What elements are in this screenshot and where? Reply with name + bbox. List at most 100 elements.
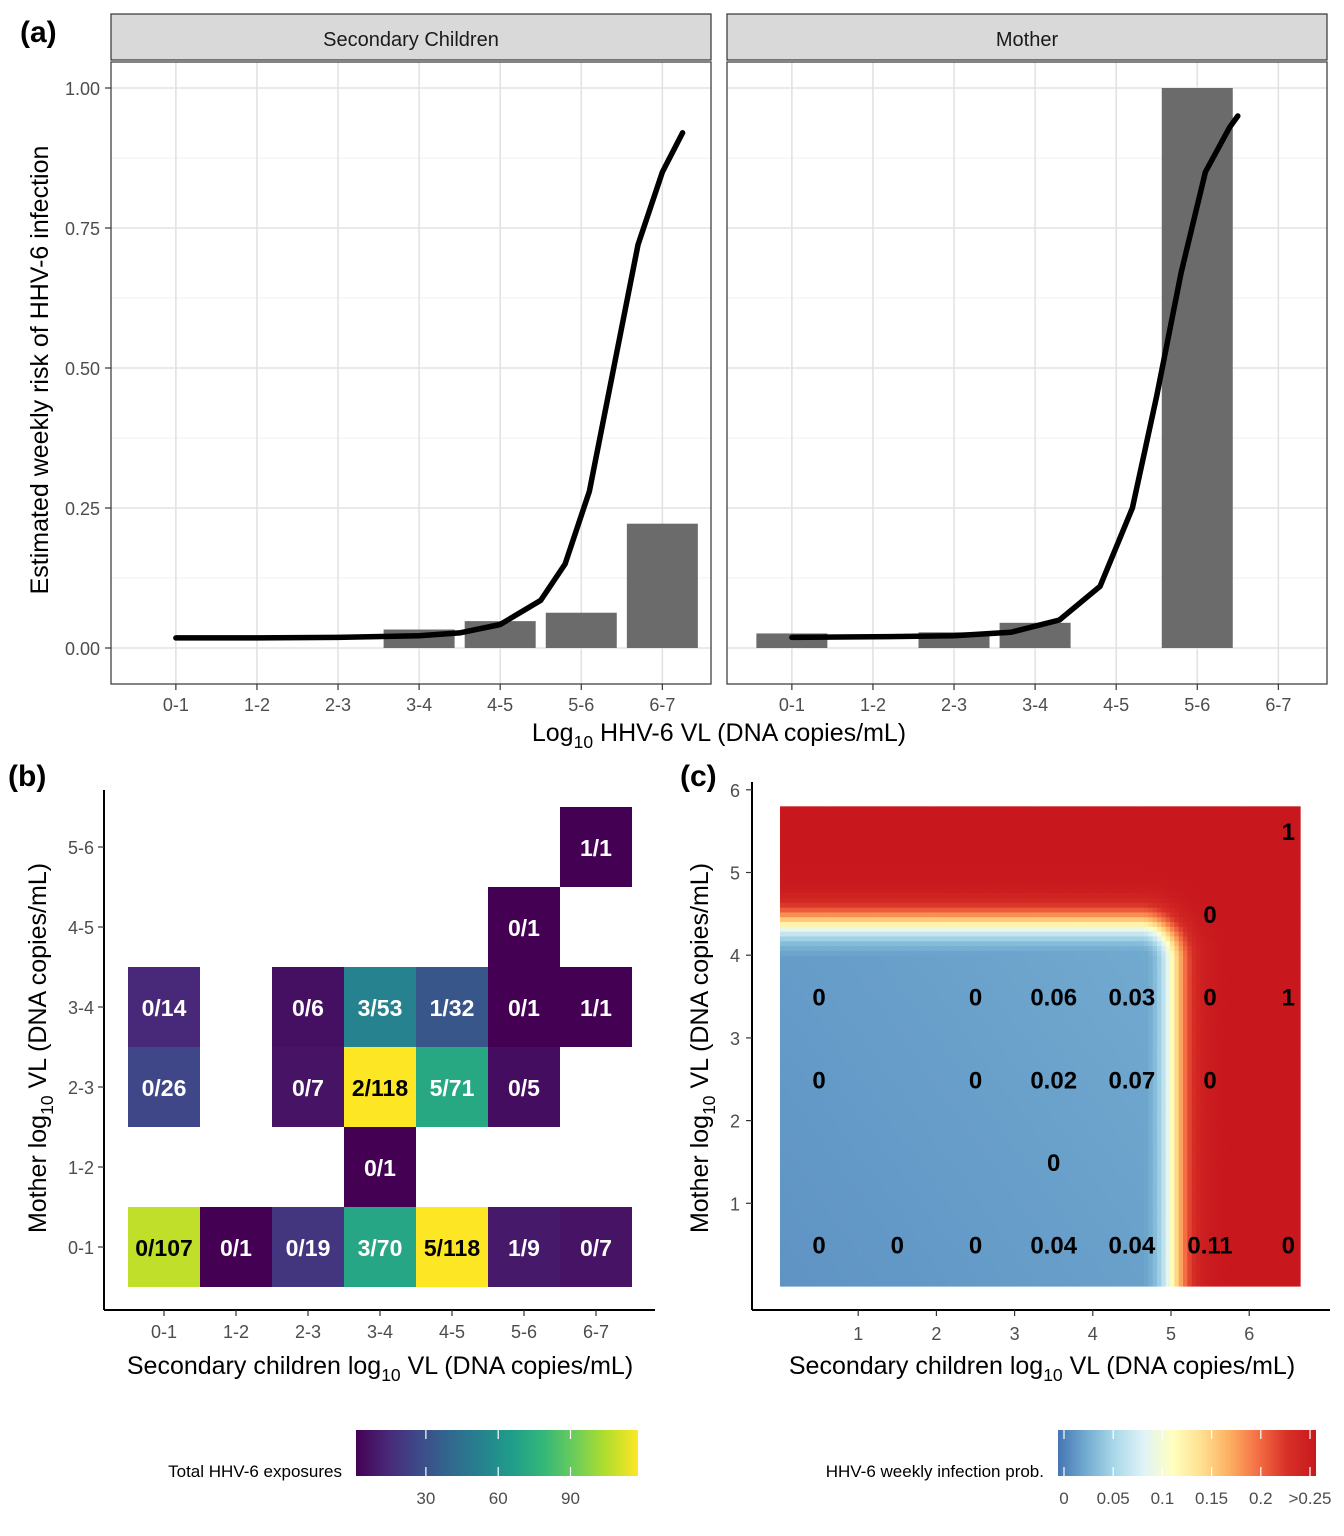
surface-tile bbox=[897, 1238, 902, 1244]
surface-tile bbox=[1100, 1262, 1106, 1268]
surface-tile bbox=[1183, 1113, 1188, 1119]
surface-tile bbox=[931, 1281, 937, 1287]
surface-tile bbox=[1187, 1146, 1193, 1153]
surface-tile bbox=[1152, 1122, 1158, 1129]
surface-tile bbox=[1139, 1209, 1145, 1215]
surface-tile bbox=[1109, 1252, 1115, 1258]
surface-tile bbox=[1018, 1098, 1024, 1105]
surface-tile bbox=[1113, 1103, 1119, 1110]
surface-tile bbox=[1048, 1199, 1054, 1206]
surface-tile bbox=[1096, 1199, 1102, 1206]
surface-tile bbox=[1074, 1132, 1080, 1138]
surface-tile bbox=[884, 1199, 889, 1206]
surface-tile bbox=[1109, 1108, 1115, 1114]
surface-tile bbox=[1243, 1175, 1249, 1182]
surface-tile bbox=[884, 1233, 889, 1239]
surface-tile bbox=[1083, 1151, 1089, 1158]
surface-tile bbox=[1009, 1214, 1015, 1220]
surface-tile bbox=[957, 1194, 963, 1201]
surface-tile bbox=[1109, 1204, 1115, 1210]
surface-tile bbox=[1152, 1252, 1158, 1258]
surface-tile bbox=[1139, 1281, 1145, 1287]
surface-tile bbox=[1131, 1180, 1136, 1186]
surface-tile bbox=[1005, 1233, 1011, 1239]
surface-tile bbox=[793, 1228, 798, 1234]
x-tick-label: 4-5 bbox=[487, 695, 513, 715]
surface-tile bbox=[801, 1151, 807, 1158]
surface-tile bbox=[953, 1233, 959, 1239]
surface-tile bbox=[1239, 1132, 1245, 1138]
legend-tick-label: 90 bbox=[561, 1489, 580, 1508]
heatmap-cell-0-1-3-4: 0/14 bbox=[128, 967, 200, 1047]
surface-tile bbox=[1009, 1180, 1015, 1186]
surface-tile bbox=[1217, 1166, 1223, 1172]
surface-tile bbox=[996, 1190, 1002, 1196]
surface-tile bbox=[988, 1218, 993, 1225]
surface-tile bbox=[927, 1146, 933, 1153]
surface-tile bbox=[996, 1103, 1002, 1110]
surface-tile bbox=[979, 1166, 985, 1172]
surface-tile bbox=[1187, 1170, 1193, 1177]
surface-tile bbox=[949, 1142, 954, 1148]
surface-tile bbox=[1001, 1252, 1006, 1258]
surface-tile bbox=[1074, 1242, 1080, 1249]
surface-tile bbox=[1187, 1103, 1193, 1110]
surface-tile bbox=[1165, 1132, 1171, 1138]
surface-tile bbox=[1074, 1137, 1080, 1143]
surface-tile bbox=[944, 1247, 950, 1254]
surface-tile bbox=[1252, 1262, 1258, 1268]
surface-tile bbox=[823, 1094, 829, 1100]
surface-tile bbox=[931, 1247, 937, 1254]
surface-tile bbox=[1200, 1180, 1206, 1186]
surface-tile bbox=[1183, 1127, 1188, 1134]
surface-tile bbox=[784, 1146, 790, 1153]
surface-tile bbox=[1109, 1151, 1115, 1158]
surface-tile bbox=[1053, 1127, 1058, 1134]
surface-tile bbox=[1170, 1170, 1175, 1177]
surface-tile bbox=[1278, 1247, 1284, 1254]
surface-tile bbox=[1092, 1262, 1097, 1268]
surface-tile bbox=[1248, 1113, 1253, 1119]
surface-tile bbox=[1027, 1185, 1032, 1191]
surface-tile bbox=[1174, 1098, 1180, 1105]
surface-tile bbox=[1178, 1098, 1184, 1105]
surface-tile bbox=[1018, 1156, 1024, 1162]
surface-tile bbox=[1040, 1146, 1045, 1153]
surface-tile bbox=[1226, 1281, 1232, 1287]
surface-tile bbox=[1256, 1214, 1262, 1220]
surface-tile bbox=[1135, 1209, 1141, 1215]
surface-tile bbox=[1243, 1166, 1249, 1172]
surface-tile bbox=[836, 1262, 842, 1268]
surface-tile bbox=[866, 1113, 872, 1119]
surface-tile bbox=[1239, 1190, 1245, 1196]
surface-tile bbox=[836, 1118, 842, 1124]
surface-tile bbox=[1191, 1098, 1197, 1105]
surface-tile bbox=[992, 1180, 998, 1186]
surface-tile bbox=[1022, 1175, 1028, 1182]
surface-tile bbox=[1213, 1252, 1219, 1258]
surface-tile bbox=[1027, 1146, 1032, 1153]
surface-tile bbox=[1256, 1276, 1262, 1282]
surface-tile bbox=[918, 1156, 924, 1162]
surface-tile bbox=[1074, 1156, 1080, 1162]
surface-tile bbox=[1248, 1266, 1253, 1273]
surface-tile bbox=[1014, 1266, 1019, 1273]
surface-tile bbox=[1213, 1218, 1219, 1225]
surface-tile bbox=[1009, 1132, 1015, 1138]
surface-tile bbox=[853, 1098, 859, 1105]
y-tick-label: 4-5 bbox=[68, 918, 94, 938]
surface-tile bbox=[1105, 1242, 1110, 1249]
surface-tile bbox=[1152, 1098, 1158, 1105]
surface-tile bbox=[957, 1146, 963, 1153]
surface-tile bbox=[1226, 1199, 1232, 1206]
surface-tile bbox=[793, 1247, 798, 1254]
surface-tile bbox=[1113, 1098, 1119, 1105]
surface-tile bbox=[1118, 1166, 1123, 1172]
surface-tile bbox=[810, 1242, 816, 1249]
heatmap-cell-2-3-2-3: 0/7 bbox=[272, 1047, 344, 1127]
surface-tile bbox=[1178, 1132, 1184, 1138]
surface-tile bbox=[1243, 1257, 1249, 1263]
surface-tile bbox=[823, 1238, 829, 1244]
surface-tile bbox=[1148, 1271, 1154, 1278]
surface-tile bbox=[1213, 1098, 1219, 1105]
